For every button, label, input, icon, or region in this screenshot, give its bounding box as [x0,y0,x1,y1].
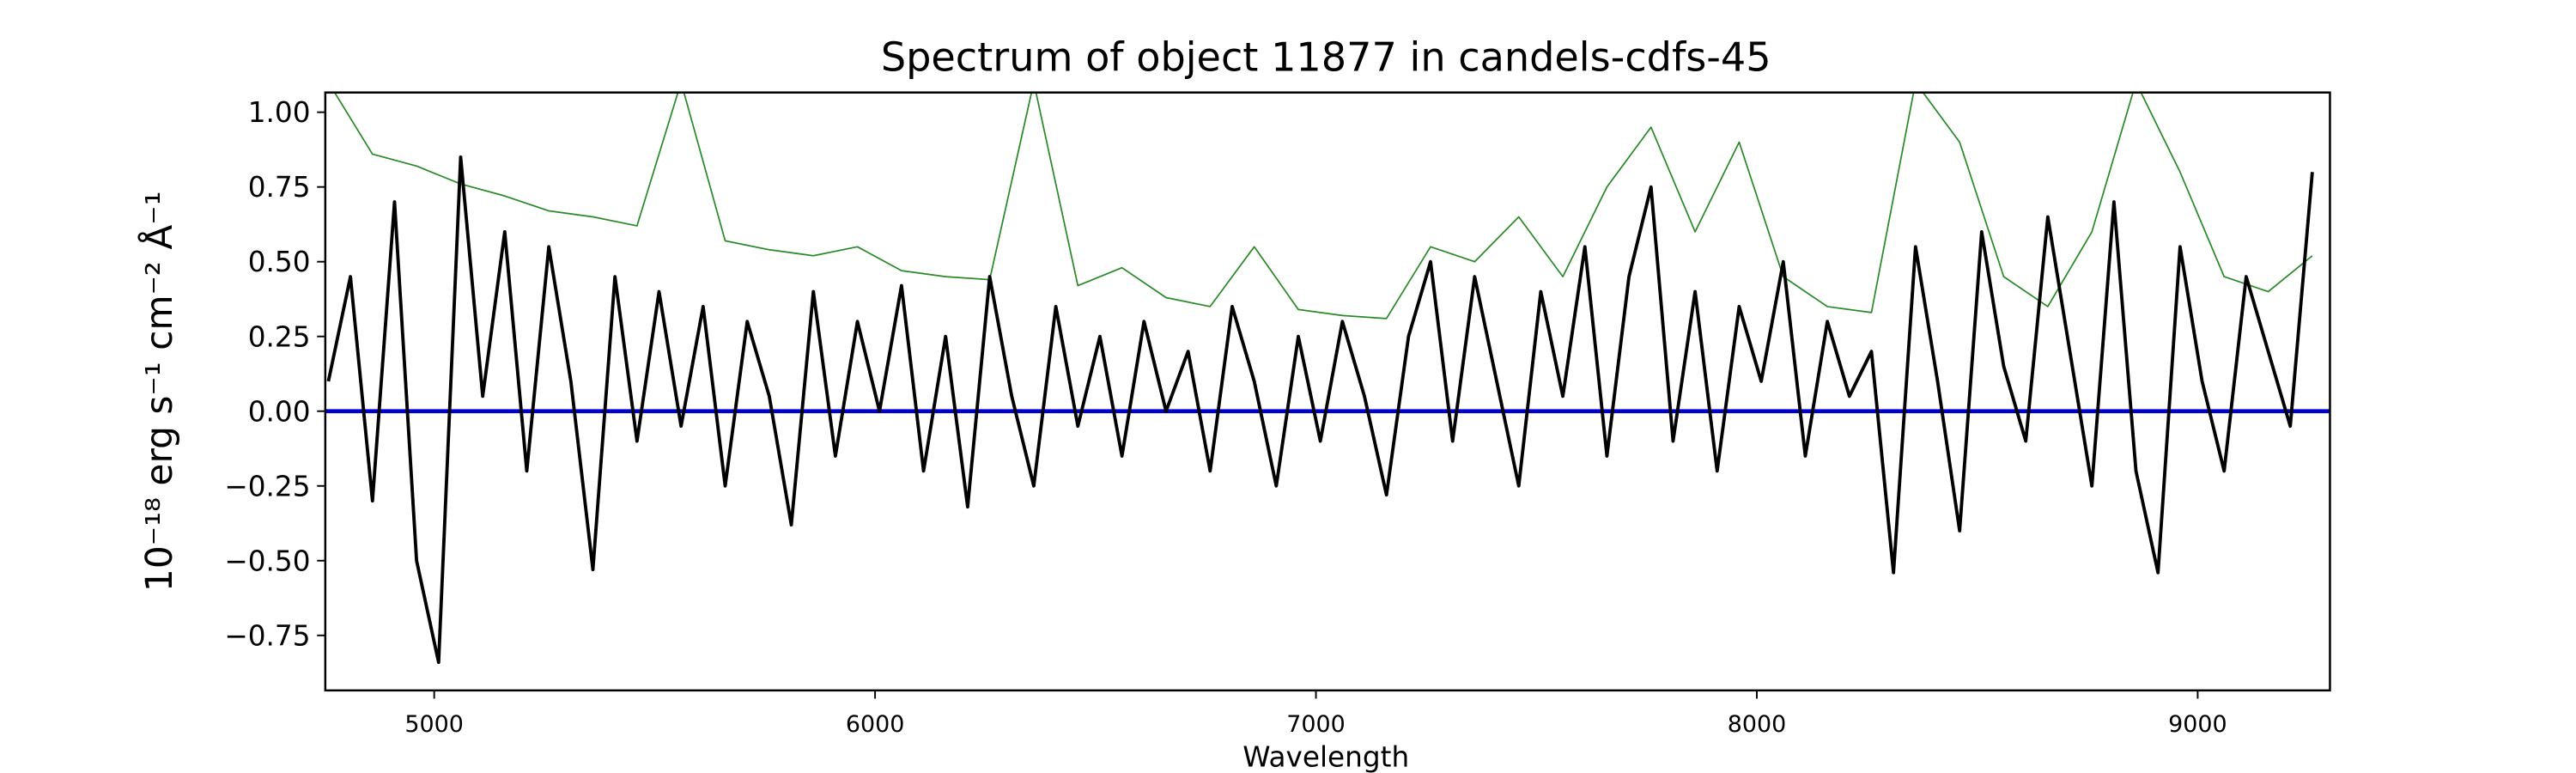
y-tick-label: −0.75 [224,619,310,652]
y-tick-label: 0.25 [248,320,311,353]
x-tick-label: 5000 [404,711,463,738]
y-tick-label: 0.00 [248,395,311,428]
x-tick-label: 7000 [1286,711,1345,738]
y-tick-label: −0.25 [224,470,310,502]
spectrum-line [333,92,2313,320]
x-tick-label: 8000 [1728,711,1786,738]
x-axis-label: Wavelength [1242,740,1409,773]
y-tick-label: 0.75 [248,171,311,204]
spectrum-line [326,155,2314,665]
chart-title: Spectrum of object 11877 in candels-cdfs… [881,34,1771,81]
plot-lines [325,92,2330,665]
x-tick-label: 6000 [846,711,904,738]
y-tick-label: 0.50 [248,246,311,278]
y-axis-label: 10⁻¹⁸ erg s⁻¹ cm⁻² Å⁻¹ [137,191,180,592]
plot-frame [324,91,2331,692]
y-tick-label: 1.00 [248,96,311,129]
x-tick-label: 9000 [2168,711,2227,738]
y-tick-label: −0.50 [224,545,310,577]
